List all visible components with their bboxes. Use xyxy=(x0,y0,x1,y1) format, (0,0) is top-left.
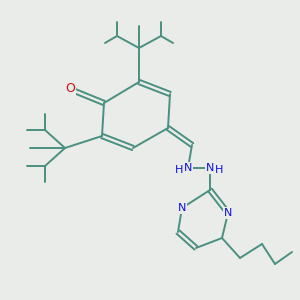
Text: N: N xyxy=(224,208,232,218)
Text: N: N xyxy=(178,203,186,213)
Text: H: H xyxy=(215,165,223,175)
Text: H: H xyxy=(175,165,183,175)
Text: O: O xyxy=(65,82,75,95)
Text: N: N xyxy=(184,163,192,173)
Text: N: N xyxy=(206,163,214,173)
